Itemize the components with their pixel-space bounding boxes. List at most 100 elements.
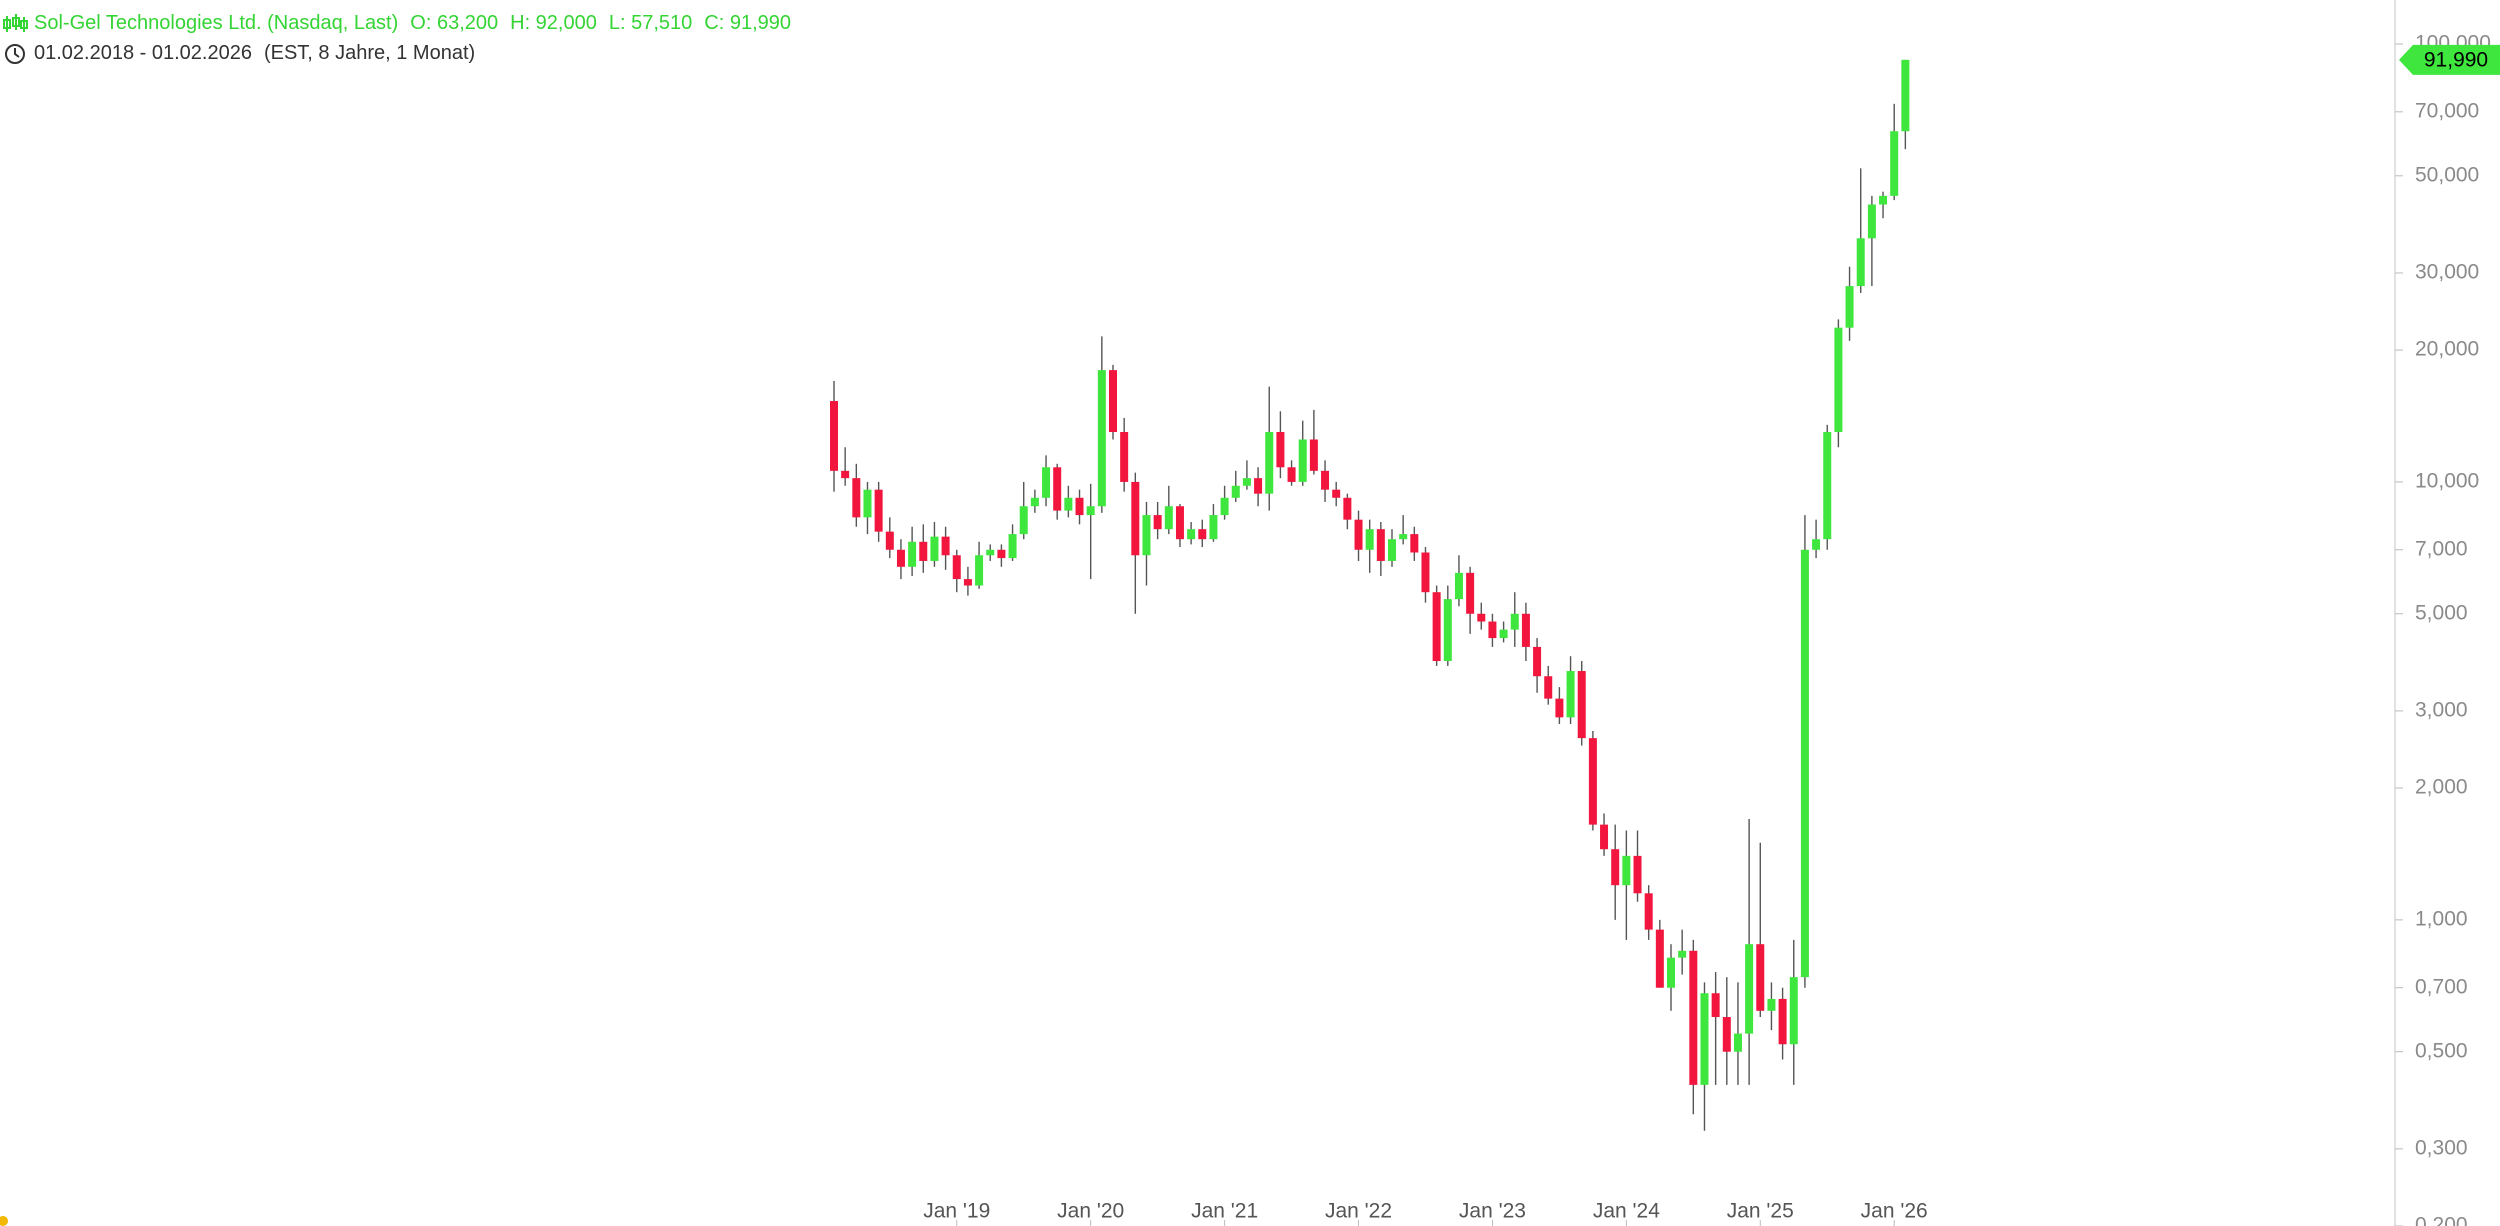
candle-body xyxy=(1890,131,1899,196)
y-tick-label: 5,000 xyxy=(2415,601,2468,624)
clock-icon xyxy=(5,44,25,64)
candle-body xyxy=(1421,552,1430,593)
candle xyxy=(930,521,939,567)
candle-body xyxy=(1097,370,1106,507)
candle xyxy=(1477,602,1486,630)
candle xyxy=(1555,687,1564,725)
time-span: (EST, 8 Jahre, 1 Monat) xyxy=(263,42,476,64)
candle-body xyxy=(1800,549,1809,978)
candle xyxy=(1287,460,1296,486)
candle-body xyxy=(874,489,883,532)
candle-body xyxy=(1109,370,1117,433)
candle xyxy=(1544,665,1553,705)
candle xyxy=(1655,919,1664,988)
y-tick-label: 2,000 xyxy=(2415,776,2468,799)
ohlc-high: H: 92,000 xyxy=(510,12,597,34)
candle xyxy=(1566,656,1575,725)
candle-body xyxy=(1354,519,1363,550)
candle-body xyxy=(1153,515,1162,530)
candle xyxy=(986,544,995,561)
x-tick-label: Jan '24 xyxy=(1593,1200,1660,1223)
ohlc-close: C: 91,990 xyxy=(704,12,792,34)
candle xyxy=(1019,481,1028,540)
candle-body xyxy=(1164,506,1173,530)
candle-body xyxy=(1242,478,1251,486)
candle-body xyxy=(930,536,939,561)
candle-body xyxy=(1689,950,1698,1085)
candle xyxy=(1466,566,1475,634)
candle-body xyxy=(1254,478,1263,494)
candle xyxy=(1399,515,1408,545)
candle xyxy=(1600,813,1609,856)
candle xyxy=(1901,59,1910,150)
candle xyxy=(1343,493,1352,530)
candle-body xyxy=(1823,432,1832,540)
candle xyxy=(1209,504,1218,542)
candle xyxy=(1667,944,1675,1011)
last-price-label: 91,990 xyxy=(2424,48,2488,71)
candle xyxy=(841,447,850,486)
candle-body xyxy=(1365,529,1374,550)
candle-body xyxy=(1644,893,1653,930)
candle-body xyxy=(1488,621,1497,639)
candle-body xyxy=(1588,738,1597,825)
candle xyxy=(1778,987,1787,1060)
candle xyxy=(896,539,905,580)
candle xyxy=(1577,661,1586,746)
y-tick-label: 0,200 xyxy=(2415,1214,2468,1226)
candle xyxy=(1812,519,1821,559)
candle-body xyxy=(1856,238,1865,287)
candle-body xyxy=(1042,467,1051,498)
y-tick-label: 0,300 xyxy=(2415,1136,2468,1159)
candle xyxy=(1231,470,1240,502)
candle xyxy=(1533,638,1542,693)
candle-body xyxy=(1298,439,1307,482)
y-tick-label: 7,000 xyxy=(2415,537,2468,560)
candle xyxy=(1131,472,1140,614)
candle xyxy=(1454,555,1463,607)
y-tick-label: 3,000 xyxy=(2415,698,2468,721)
candle xyxy=(1800,515,1809,988)
candle xyxy=(1053,463,1062,520)
candle-body xyxy=(1454,572,1463,600)
candle xyxy=(1745,818,1754,1085)
candle xyxy=(1086,483,1095,580)
candle xyxy=(1767,982,1776,1031)
candle xyxy=(1499,621,1508,643)
candle-body xyxy=(1745,944,1754,1034)
candle-body xyxy=(1733,1033,1742,1052)
candle-body xyxy=(1287,467,1296,482)
y-tick-label: 1,000 xyxy=(2415,907,2468,930)
candle-body xyxy=(1555,698,1564,718)
date-range: 01.02.2018 - 01.02.2026 xyxy=(34,42,252,64)
candle-body xyxy=(1700,993,1709,1085)
candle xyxy=(1443,585,1452,666)
candle-body xyxy=(863,489,872,518)
y-tick-label: 30,000 xyxy=(2415,261,2479,284)
candle-body xyxy=(1008,534,1017,559)
candle xyxy=(952,549,961,593)
candle xyxy=(963,566,972,596)
candle xyxy=(1175,504,1184,548)
candle-body xyxy=(852,478,861,518)
candle-body xyxy=(1075,497,1084,516)
candle-body xyxy=(1343,497,1352,520)
candle-body xyxy=(1120,432,1129,482)
candle xyxy=(975,541,984,589)
candle xyxy=(1633,830,1642,902)
candle-body xyxy=(1867,204,1876,239)
candle-body xyxy=(896,549,905,567)
instrument: Sol-Gel Technologies Ltd. (Nasdaq, Last) xyxy=(34,12,399,34)
x-tick-label: Jan '21 xyxy=(1191,1200,1258,1223)
candle-body xyxy=(1321,470,1330,490)
candle xyxy=(852,463,861,527)
candle-body xyxy=(1678,950,1687,958)
candle xyxy=(830,380,838,492)
candle xyxy=(1220,485,1229,520)
candle xyxy=(1823,424,1832,550)
candle-body xyxy=(1722,1017,1731,1052)
candle-body xyxy=(1499,629,1508,639)
candle-body xyxy=(1611,849,1620,886)
candle-body xyxy=(986,549,995,556)
